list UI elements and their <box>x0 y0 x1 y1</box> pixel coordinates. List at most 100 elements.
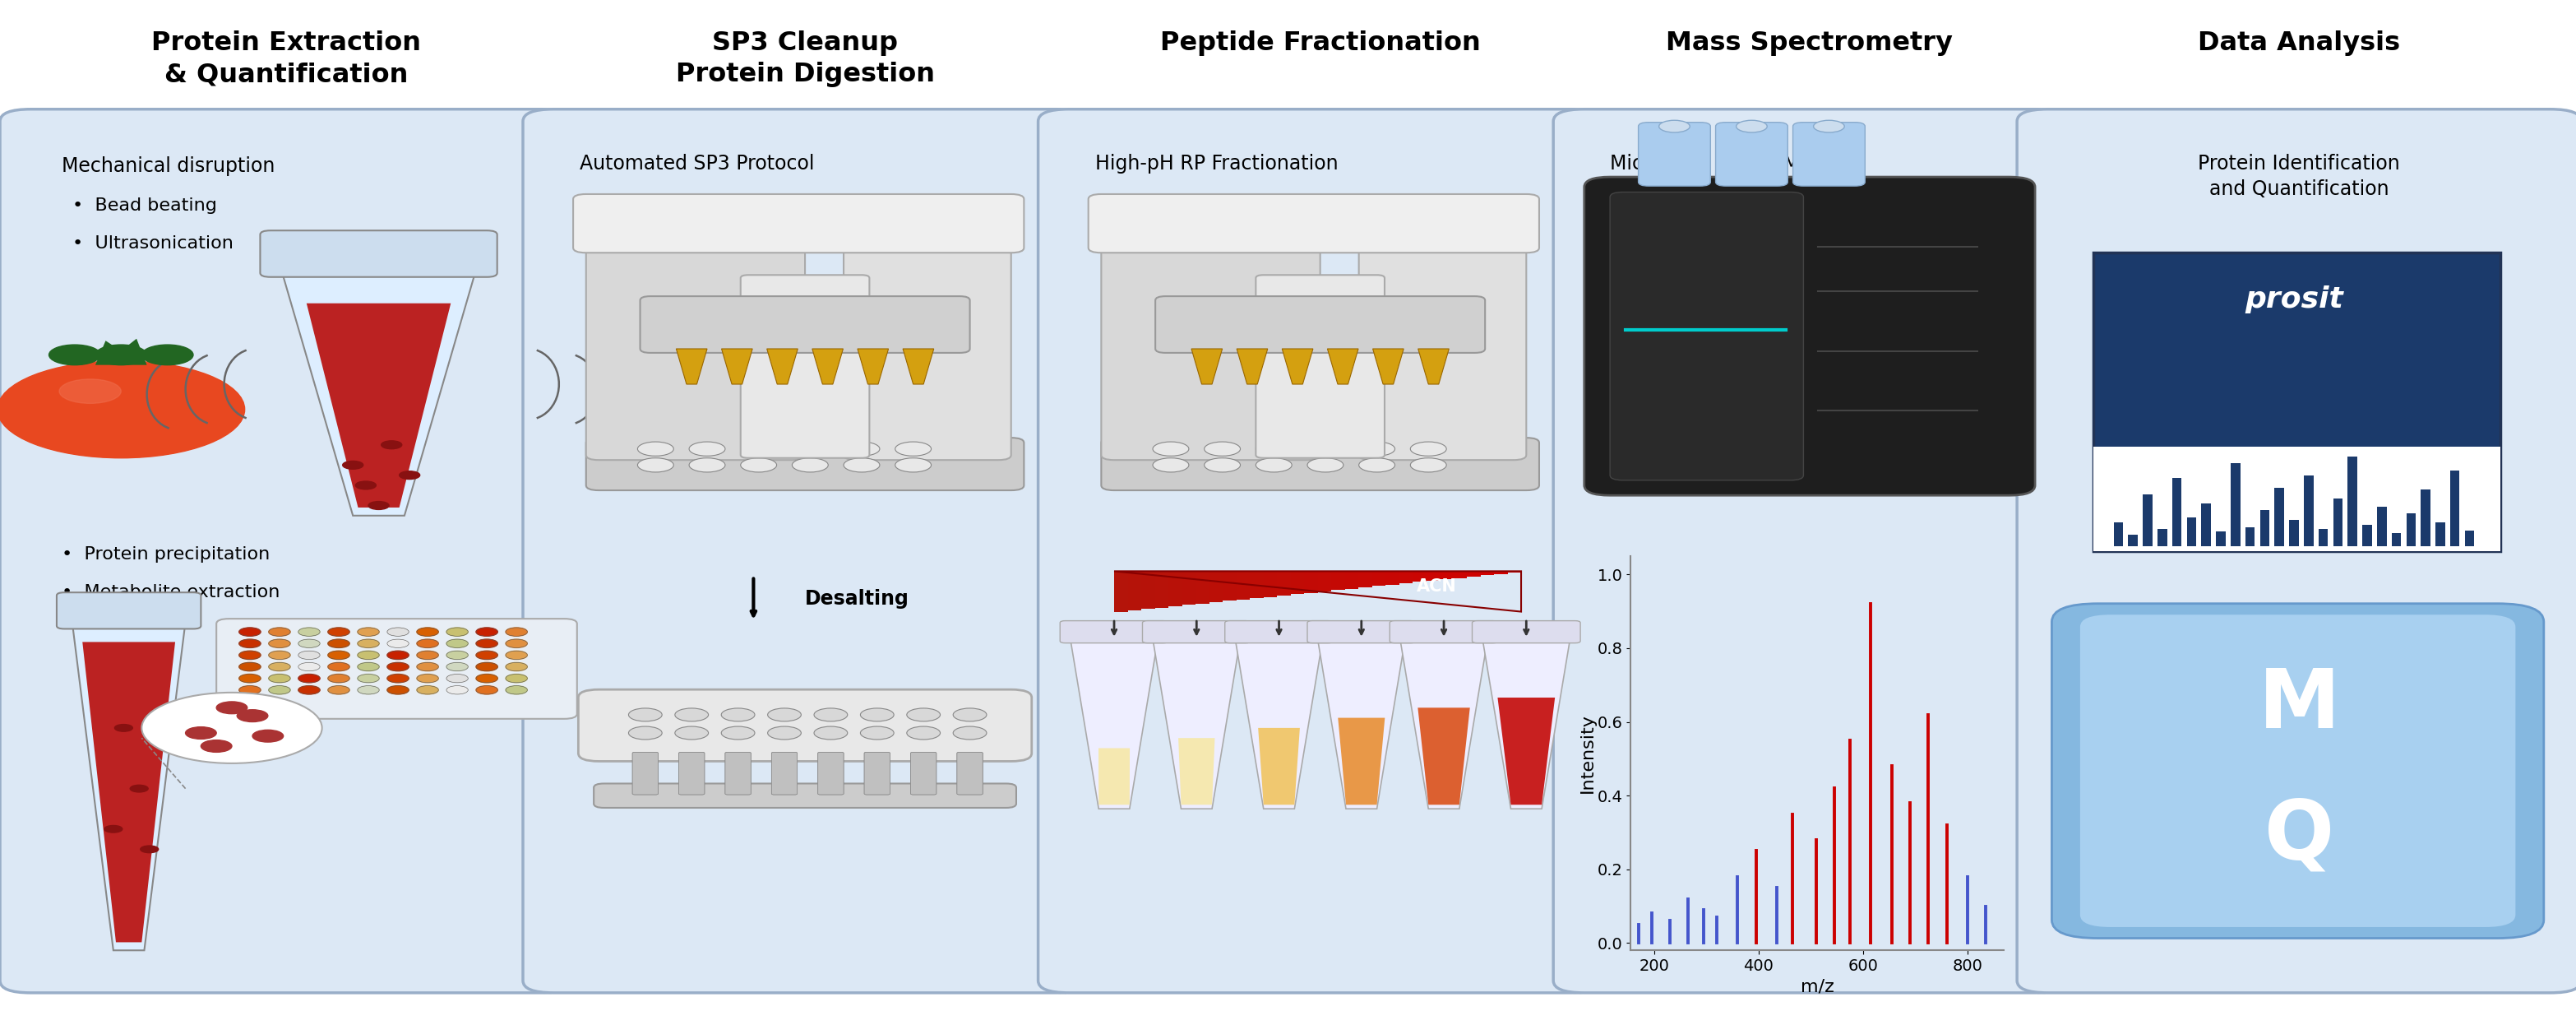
Circle shape <box>386 639 410 648</box>
Polygon shape <box>1208 571 1224 603</box>
Polygon shape <box>1453 571 1466 578</box>
Circle shape <box>1255 442 1291 456</box>
Text: Desalting: Desalting <box>804 588 909 609</box>
FancyBboxPatch shape <box>1087 194 1538 253</box>
Bar <box>2128 535 2138 546</box>
Circle shape <box>327 662 350 671</box>
FancyBboxPatch shape <box>1257 275 1386 458</box>
FancyBboxPatch shape <box>2081 615 2517 927</box>
Circle shape <box>299 651 319 659</box>
Circle shape <box>1412 458 1448 472</box>
Polygon shape <box>1417 349 1448 384</box>
Y-axis label: Intensity: Intensity <box>1579 714 1597 793</box>
Circle shape <box>742 442 778 456</box>
Circle shape <box>675 726 708 740</box>
Bar <box>2231 463 2241 546</box>
Circle shape <box>1203 442 1242 456</box>
Circle shape <box>386 662 410 671</box>
Circle shape <box>268 674 291 682</box>
Text: Peptide Fractionation: Peptide Fractionation <box>1159 30 1481 56</box>
Polygon shape <box>1507 571 1520 572</box>
Circle shape <box>477 662 497 671</box>
FancyBboxPatch shape <box>680 752 706 795</box>
Circle shape <box>252 730 283 742</box>
Circle shape <box>860 726 894 740</box>
Text: Mechanical disruption: Mechanical disruption <box>62 157 276 177</box>
FancyBboxPatch shape <box>1584 177 2035 495</box>
FancyBboxPatch shape <box>866 752 891 795</box>
Circle shape <box>417 651 438 659</box>
Circle shape <box>477 674 497 682</box>
Circle shape <box>446 628 469 636</box>
Circle shape <box>201 740 232 752</box>
Polygon shape <box>1373 571 1386 586</box>
Circle shape <box>386 628 410 636</box>
Polygon shape <box>1177 738 1216 805</box>
Polygon shape <box>1097 748 1131 805</box>
Circle shape <box>240 685 260 695</box>
FancyBboxPatch shape <box>592 784 1015 808</box>
Circle shape <box>417 639 438 648</box>
Text: Micro-flow LC-MS/MS: Micro-flow LC-MS/MS <box>1610 154 1811 174</box>
Text: Automated SP3 Protocol: Automated SP3 Protocol <box>580 154 814 174</box>
Polygon shape <box>1303 571 1316 592</box>
Circle shape <box>845 458 881 472</box>
FancyBboxPatch shape <box>1716 122 1788 186</box>
Circle shape <box>299 674 319 682</box>
Circle shape <box>358 639 379 648</box>
Circle shape <box>675 708 708 722</box>
FancyBboxPatch shape <box>585 227 804 460</box>
FancyBboxPatch shape <box>2053 604 2545 938</box>
FancyBboxPatch shape <box>726 752 752 795</box>
Circle shape <box>240 639 260 648</box>
Polygon shape <box>1337 718 1386 805</box>
Circle shape <box>95 345 147 365</box>
Circle shape <box>721 726 755 740</box>
Bar <box>2246 527 2254 546</box>
FancyBboxPatch shape <box>2017 109 2576 993</box>
Circle shape <box>793 458 829 472</box>
FancyBboxPatch shape <box>1038 109 1602 993</box>
Circle shape <box>399 471 420 479</box>
Bar <box>2421 489 2429 546</box>
Circle shape <box>896 458 933 472</box>
Circle shape <box>268 628 291 636</box>
Circle shape <box>299 685 319 695</box>
Text: High-pH RP Fractionation: High-pH RP Fractionation <box>1095 154 1337 174</box>
Circle shape <box>1154 442 1190 456</box>
Circle shape <box>358 651 379 659</box>
Circle shape <box>358 685 379 695</box>
FancyBboxPatch shape <box>216 619 577 719</box>
Circle shape <box>355 481 376 489</box>
Bar <box>2347 456 2357 546</box>
Polygon shape <box>1401 639 1489 809</box>
Circle shape <box>768 726 801 740</box>
Circle shape <box>793 442 829 456</box>
FancyBboxPatch shape <box>680 752 706 795</box>
Circle shape <box>814 726 848 740</box>
Circle shape <box>446 662 469 671</box>
Circle shape <box>327 639 350 648</box>
Circle shape <box>477 628 497 636</box>
Circle shape <box>327 674 350 682</box>
Bar <box>2094 253 2501 551</box>
Polygon shape <box>1481 639 1569 809</box>
FancyBboxPatch shape <box>1360 227 1525 460</box>
FancyBboxPatch shape <box>845 227 1010 460</box>
Text: SP3 Cleanup
Protein Digestion: SP3 Cleanup Protein Digestion <box>675 30 935 87</box>
Circle shape <box>446 651 469 659</box>
Text: M: M <box>2259 665 2339 745</box>
FancyBboxPatch shape <box>260 231 497 277</box>
FancyBboxPatch shape <box>1154 296 1484 353</box>
FancyBboxPatch shape <box>819 752 845 795</box>
Polygon shape <box>307 303 451 508</box>
Polygon shape <box>1316 639 1406 809</box>
Circle shape <box>1659 120 1690 132</box>
Polygon shape <box>1224 571 1236 601</box>
Circle shape <box>358 628 379 636</box>
Circle shape <box>1412 442 1448 456</box>
Circle shape <box>845 442 881 456</box>
Circle shape <box>688 458 726 472</box>
Polygon shape <box>1316 571 1332 591</box>
Polygon shape <box>1291 571 1303 594</box>
